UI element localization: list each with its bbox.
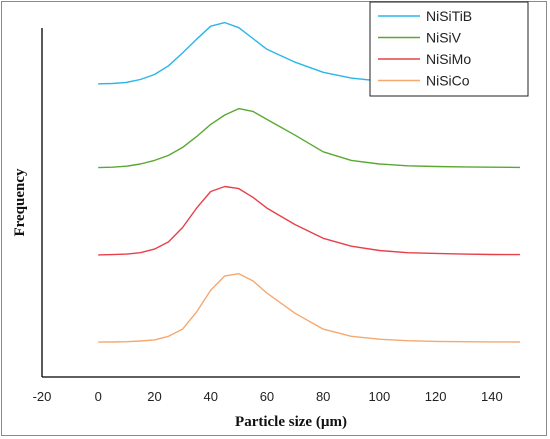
legend-label-nisimo: NiSiMo	[426, 51, 471, 67]
x-tick-label: 80	[316, 389, 330, 404]
x-tick-label: -20	[33, 389, 52, 404]
series-line-nisiv	[98, 107, 521, 169]
x-tick-label: 20	[147, 389, 161, 404]
legend-label-nisitib: NiSiTiB	[426, 8, 472, 24]
legend-label-nisiv: NiSiV	[426, 30, 462, 46]
x-tick-label: 60	[260, 389, 274, 404]
x-tick-label: 40	[203, 389, 217, 404]
series-line-nisico	[98, 273, 521, 343]
x-tick-label: 0	[95, 389, 102, 404]
x-tick-label: 120	[425, 389, 447, 404]
y-axis-title: Frequency	[12, 168, 28, 237]
series-line-nisimo	[98, 185, 521, 256]
x-tick-label: 140	[481, 389, 503, 404]
x-axis-title: Particle size (µm)	[235, 414, 347, 430]
legend-label-nisico: NiSiCo	[426, 73, 470, 89]
x-tick-label: 100	[369, 389, 391, 404]
